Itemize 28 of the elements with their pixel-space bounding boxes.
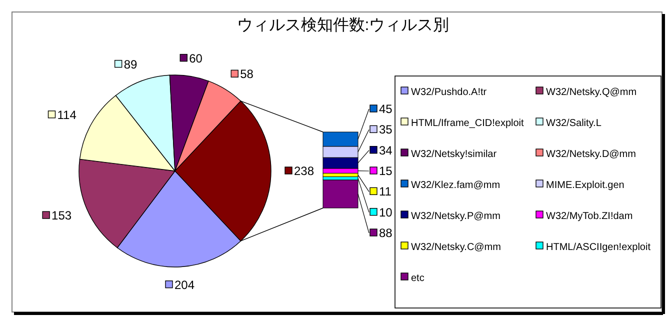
data-label: 35 (379, 122, 393, 137)
legend-label: etc (411, 273, 424, 284)
legend-label: W32/Pushdo.A!tr (411, 87, 488, 98)
data-label: 15 (379, 164, 393, 178)
data-label: 204 (174, 278, 195, 292)
data-label: 11 (379, 184, 392, 199)
legend-label: W32/Netsky.Q@mm (546, 87, 637, 98)
data-label: 114 (57, 108, 77, 122)
legend-label: HTML/Iframe_CID!exploit (411, 118, 524, 129)
data-label: 45 (379, 102, 393, 116)
legend-label: W32/Netsky!similar (411, 149, 498, 160)
data-label: 153 (52, 208, 72, 223)
data-label: 60 (189, 51, 203, 66)
legend-label: W32/Netsky.P@mm (411, 211, 500, 222)
data-label: 58 (240, 67, 254, 82)
data-label: 238 (294, 164, 314, 178)
legend-label: W32/Klez.fam@mm (411, 180, 500, 191)
legend-label: W32/MyTob.ZI!dam (546, 211, 633, 222)
legend-label: W32/Sality.L (546, 118, 602, 129)
chart-title: ウィルス検知件数:ウィルス別 (236, 16, 450, 34)
data-label: 89 (124, 57, 138, 72)
data-label: 34 (379, 143, 393, 158)
legend-label: MIME.Exploit.gen (546, 180, 624, 191)
data-label: 10 (379, 205, 393, 220)
legend-label: HTML/ASCIIgen!exploit (546, 242, 651, 253)
data-label: 88 (379, 226, 393, 240)
legend-label: W32/Netsky.C@mm (411, 242, 501, 253)
legend-label: W32/Netsky.D@mm (546, 149, 636, 160)
